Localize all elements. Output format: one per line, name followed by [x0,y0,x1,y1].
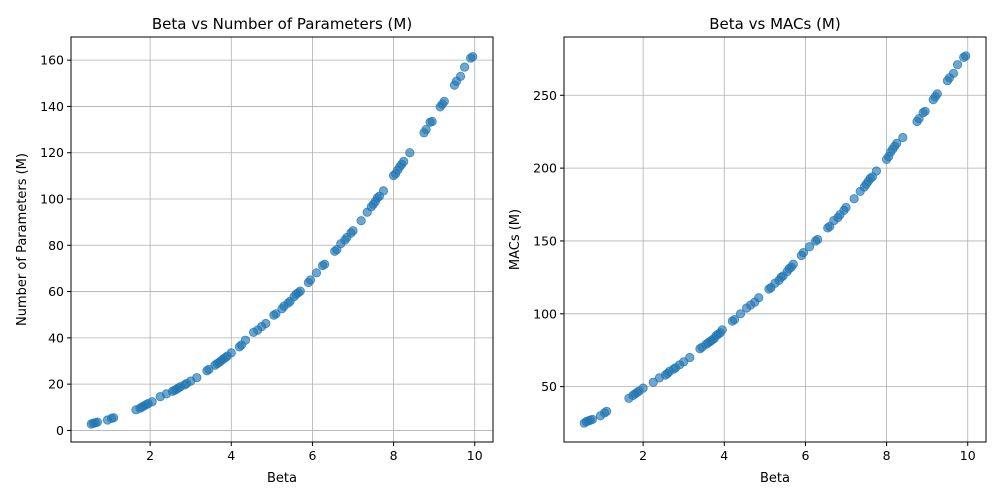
data-point [841,202,851,213]
data-point [348,226,358,236]
data-point [439,96,449,106]
data-point [240,335,251,345]
data-point [898,132,908,143]
data-point [920,106,930,116]
y-tick-label: 100 [40,192,64,207]
chart-macs: 2 4 6 8 10 50 100 150 200 250 Beta vs MACs (M) B… [508,15,987,486]
data-point [948,68,959,79]
data-point [311,268,322,278]
y-ticks-params: 0 20 40 60 80 100 120 140 160 [40,53,71,438]
chart-title-params: Beta vs Number of Parameters (M) [152,15,412,33]
x-tick-label: 8 [390,448,398,463]
x-tick-label: 2 [639,448,647,463]
data-point [685,352,695,363]
y-axis-label-params: Number of Parameters (M) [15,153,30,326]
data-point [92,417,102,427]
data-point [147,397,157,407]
data-point [399,156,409,167]
y-tick-label: 100 [533,306,557,321]
y-tick-label: 50 [541,379,557,394]
x-axis-label-macs: Beta [760,471,790,486]
data-point [952,60,963,70]
chart-params: 2 4 6 8 10 0 20 40 60 80 100 120 140 160 Beta vs Num… [15,15,494,486]
data-point [788,259,798,269]
y-tick-label: 0 [56,423,64,438]
y-tick-label: 80 [48,238,64,253]
data-point [356,216,366,226]
x-tick-label: 8 [883,448,891,463]
data-point [754,293,764,303]
y-tick-label: 250 [533,88,557,103]
data-point [109,413,119,423]
scatter-points-params [86,52,478,429]
data-point [729,315,740,325]
data-point [804,242,815,252]
x-axis-label-params: Beta [267,471,297,486]
data-point [405,148,415,158]
data-point [602,406,612,417]
data-point [468,52,478,62]
x-ticks-macs: 2 4 6 8 10 [639,442,976,463]
y-ticks-macs: 50 100 150 200 250 [533,88,564,394]
plot-frame-params [70,36,494,443]
data-point [798,248,809,258]
data-point [271,309,281,319]
data-point [932,89,942,99]
y-tick-label: 150 [533,233,557,248]
data-point [320,259,330,269]
y-axis-label-macs: MACs (M) [508,209,523,270]
grid-macs [564,37,986,442]
plot-frame-macs [563,36,987,443]
data-point [813,234,823,245]
data-point [871,166,882,176]
chart-title-macs: Beta vs MACs (M) [709,15,840,33]
data-point [717,325,727,335]
x-tick-label: 4 [227,448,235,463]
scatter-points-macs [579,51,971,428]
data-point [455,71,466,81]
x-tick-label: 6 [801,448,809,463]
x-tick-label: 6 [308,448,316,463]
y-tick-label: 40 [48,330,64,345]
data-point [378,186,389,196]
data-point [961,51,971,61]
data-point [849,194,859,204]
data-point [192,373,202,383]
y-tick-label: 60 [48,284,64,299]
x-tick-label: 10 [960,448,976,463]
data-point [427,116,437,127]
data-point [305,275,316,285]
x-tick-label: 4 [720,448,728,463]
data-point [261,318,271,329]
y-tick-label: 160 [40,53,64,68]
data-point [226,348,236,358]
x-tick-label: 2 [146,448,154,463]
y-tick-label: 200 [533,161,557,176]
data-point [638,383,648,393]
y-tick-label: 140 [40,99,64,114]
grid-params [71,37,493,442]
y-tick-label: 120 [40,145,64,160]
data-point [459,62,470,72]
data-point [587,414,598,425]
y-tick-label: 20 [48,377,64,392]
x-tick-label: 10 [467,448,483,463]
data-point [735,309,746,319]
data-point [892,138,902,148]
data-point [295,286,305,296]
x-ticks-params: 2 4 6 8 10 [146,442,483,463]
data-point [421,124,431,135]
